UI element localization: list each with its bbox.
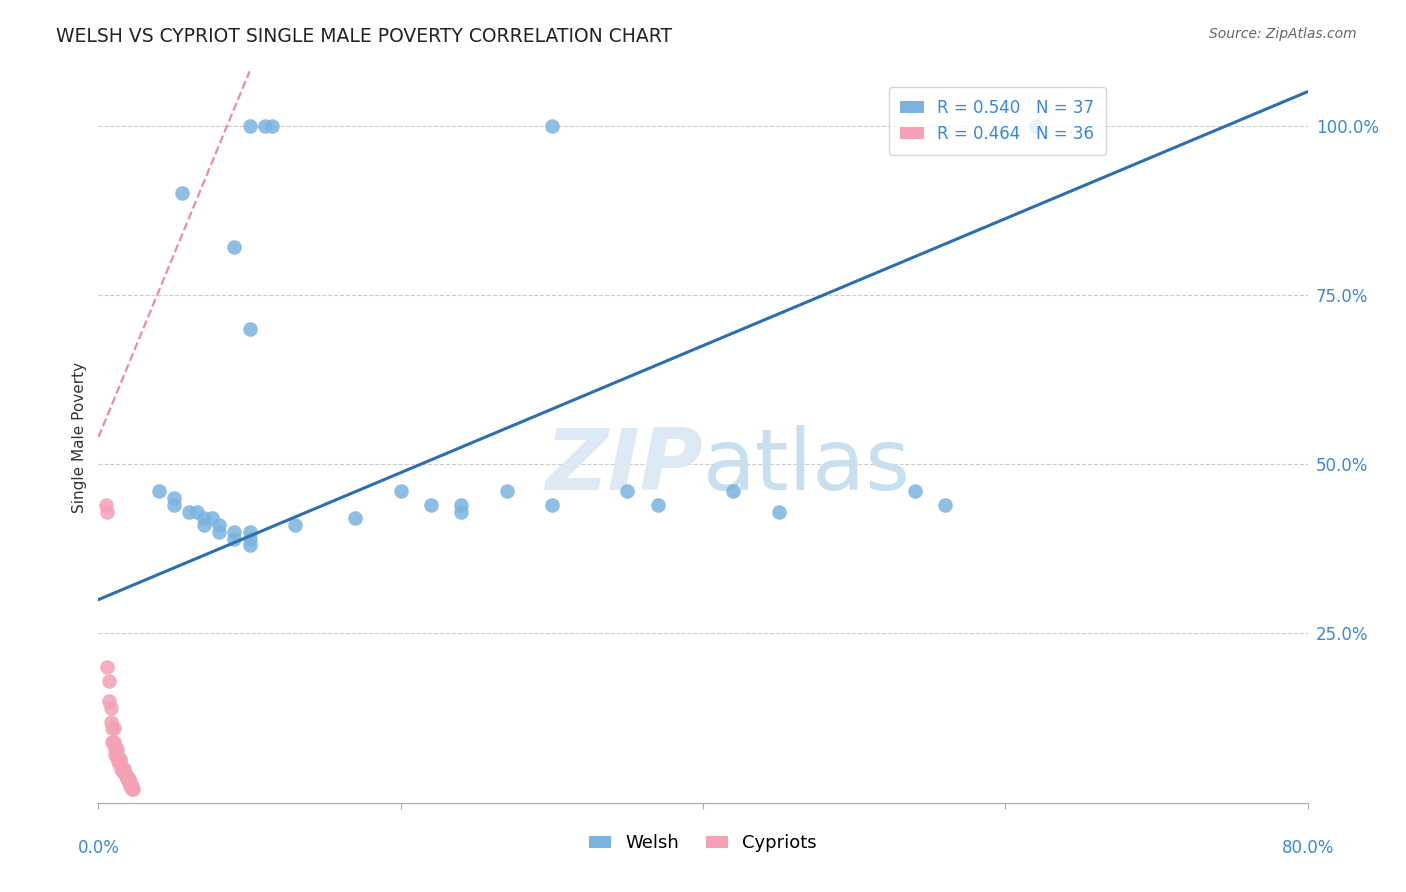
- Point: [934, 498, 956, 512]
- Point: [121, 782, 143, 797]
- Point: [105, 741, 128, 756]
- Point: [239, 119, 262, 133]
- Point: [108, 755, 131, 769]
- Point: [163, 491, 186, 505]
- Point: [107, 752, 129, 766]
- Point: [186, 505, 208, 519]
- Point: [120, 775, 142, 789]
- Point: [120, 779, 142, 793]
- Point: [112, 765, 135, 780]
- Point: [239, 322, 262, 336]
- Point: [115, 769, 138, 783]
- Point: [239, 532, 262, 546]
- Point: [904, 484, 927, 499]
- Point: [118, 775, 141, 789]
- Point: [103, 735, 125, 749]
- Point: [110, 762, 132, 776]
- Point: [420, 498, 443, 512]
- Text: 0.0%: 0.0%: [77, 839, 120, 857]
- Point: [344, 511, 367, 525]
- Point: [262, 119, 284, 133]
- Point: [121, 779, 143, 793]
- Point: [208, 524, 231, 539]
- Point: [495, 484, 517, 499]
- Point: [98, 673, 121, 688]
- Point: [114, 769, 136, 783]
- Point: [540, 119, 562, 133]
- Point: [103, 721, 125, 735]
- Point: [107, 755, 129, 769]
- Point: [98, 694, 121, 708]
- Point: [224, 240, 246, 254]
- Point: [122, 782, 145, 797]
- Point: [239, 538, 262, 552]
- Point: [96, 505, 118, 519]
- Point: [208, 518, 231, 533]
- Point: [111, 765, 134, 780]
- Point: [450, 505, 472, 519]
- Text: atlas: atlas: [703, 425, 911, 508]
- Point: [105, 748, 128, 763]
- Point: [284, 518, 307, 533]
- Point: [224, 532, 246, 546]
- Point: [114, 769, 136, 783]
- Text: ZIP: ZIP: [546, 425, 703, 508]
- Point: [170, 186, 193, 201]
- Point: [193, 511, 215, 525]
- Point: [616, 484, 638, 499]
- Point: [112, 762, 135, 776]
- Point: [110, 758, 132, 772]
- Point: [100, 714, 122, 729]
- Point: [389, 484, 412, 499]
- Point: [111, 762, 134, 776]
- Point: [450, 498, 472, 512]
- Point: [104, 741, 127, 756]
- Text: WELSH VS CYPRIOT SINGLE MALE POVERTY CORRELATION CHART: WELSH VS CYPRIOT SINGLE MALE POVERTY COR…: [56, 27, 672, 45]
- Point: [163, 498, 186, 512]
- Text: 80.0%: 80.0%: [1281, 839, 1334, 857]
- Point: [96, 660, 118, 674]
- Point: [193, 518, 215, 533]
- Point: [723, 484, 745, 499]
- Point: [224, 524, 246, 539]
- Point: [94, 498, 117, 512]
- Point: [104, 748, 127, 763]
- Point: [108, 752, 131, 766]
- Point: [115, 772, 138, 786]
- Point: [101, 721, 124, 735]
- Point: [1024, 119, 1046, 133]
- Point: [118, 772, 141, 786]
- Point: [253, 119, 276, 133]
- Point: [101, 735, 124, 749]
- Point: [201, 511, 224, 525]
- Point: [148, 484, 170, 499]
- Y-axis label: Single Male Poverty: Single Male Poverty: [72, 361, 87, 513]
- Point: [179, 505, 201, 519]
- Point: [647, 498, 669, 512]
- Point: [239, 524, 262, 539]
- Point: [100, 701, 122, 715]
- Text: Source: ZipAtlas.com: Source: ZipAtlas.com: [1209, 27, 1357, 41]
- Point: [540, 498, 562, 512]
- Legend: Welsh, Cypriots: Welsh, Cypriots: [582, 827, 824, 860]
- Point: [768, 505, 790, 519]
